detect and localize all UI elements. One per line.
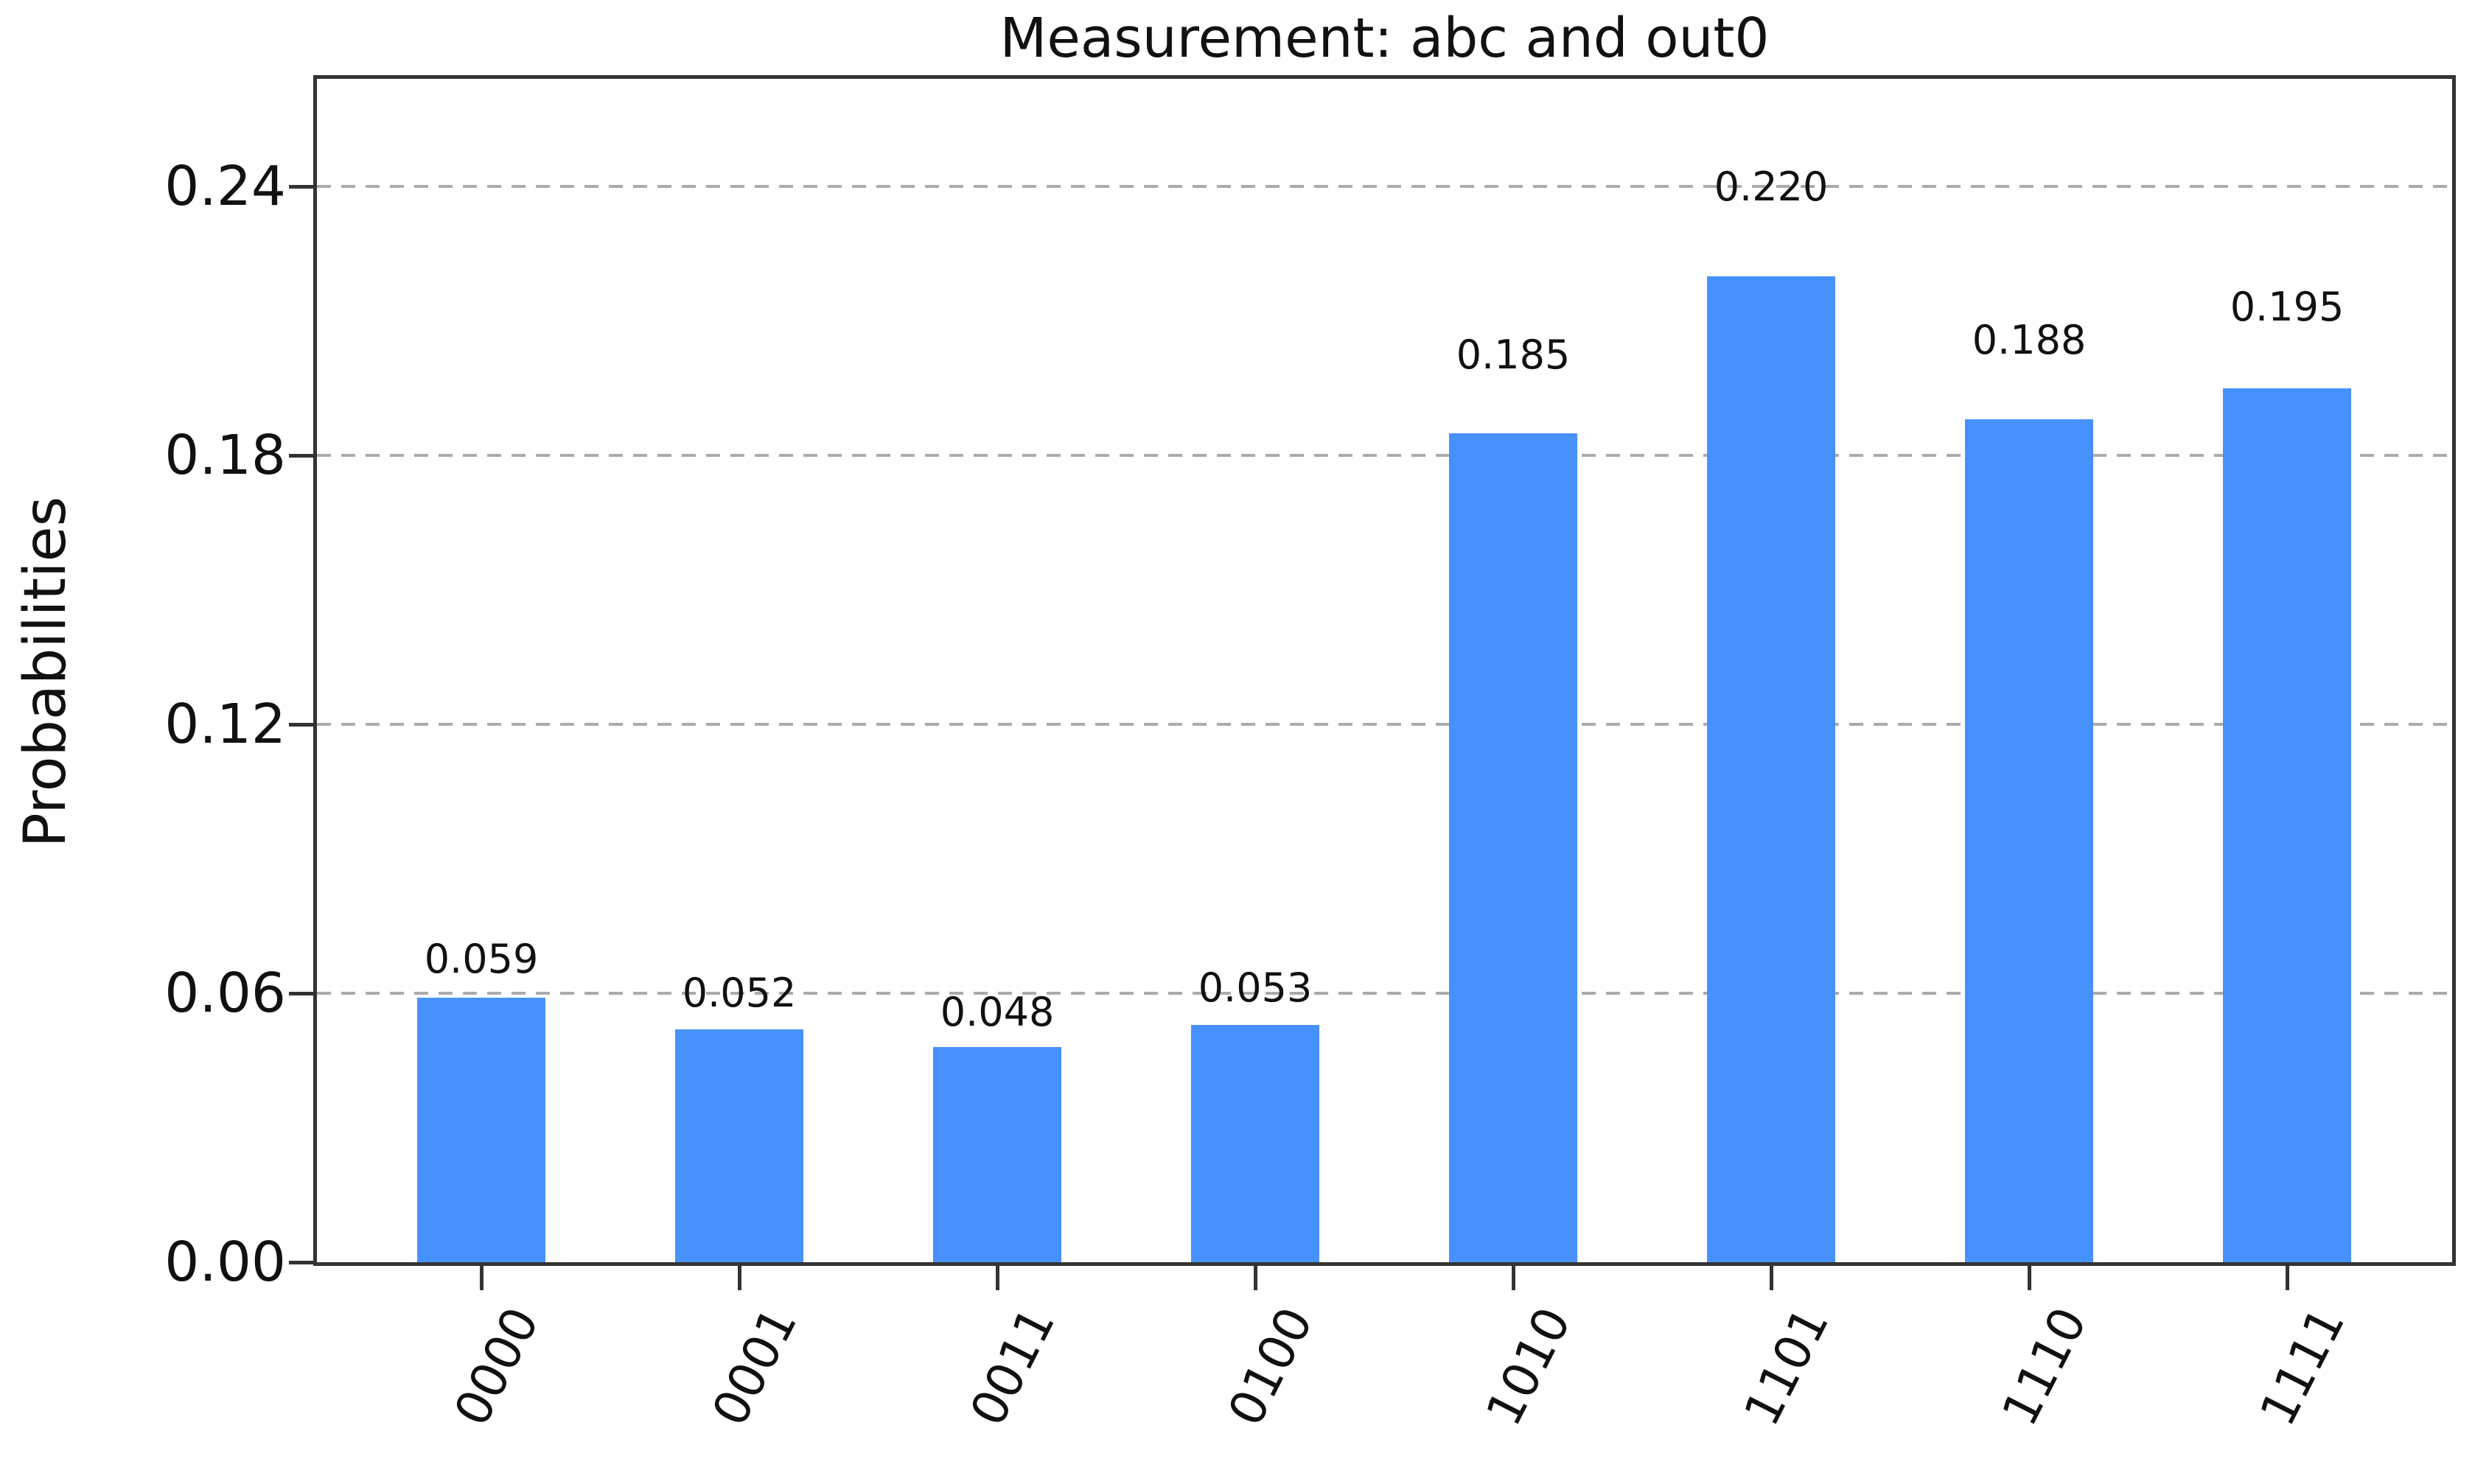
- bar-value-label-0011: 0.048: [940, 988, 1055, 1035]
- bar-value-label-1111: 0.195: [2230, 283, 2345, 330]
- x-tick-label-1111: 1111: [2249, 1298, 2356, 1435]
- gridline-0.24: [317, 185, 2452, 188]
- gridline-0.06: [317, 992, 2452, 995]
- y-tick-mark: [289, 454, 317, 458]
- bar-value-label-0100: 0.053: [1198, 965, 1313, 1012]
- y-tick-label-0.24: 0.24: [164, 155, 286, 218]
- x-tick-mark: [2028, 1262, 2031, 1290]
- bar-0011: [933, 1047, 1061, 1262]
- x-tick-mark: [738, 1262, 741, 1290]
- bar-value-label-1101: 0.220: [1714, 163, 1829, 210]
- bar-1111: [2223, 388, 2351, 1262]
- x-tick-label-0100: 0100: [1217, 1298, 1324, 1435]
- x-tick-mark: [2286, 1262, 2289, 1290]
- y-axis-label: Probabilities: [13, 496, 79, 848]
- bar-value-label-0001: 0.052: [682, 969, 797, 1016]
- y-tick-label-0.00: 0.00: [164, 1231, 286, 1294]
- x-tick-label-1110: 1110: [1991, 1298, 2098, 1435]
- plot-area: 0.059 0.052 0.048 0.053 0.185 0.220 0.188 0.195: [313, 75, 2456, 1266]
- chart-title: Measurement: abc and out0: [999, 7, 1770, 70]
- bar-1010: [1449, 433, 1577, 1262]
- x-tick-label-0000: 0000: [443, 1298, 551, 1435]
- y-tick-mark: [289, 992, 317, 995]
- x-tick-mark: [480, 1262, 484, 1290]
- bar-0000: [417, 998, 545, 1262]
- bar-value-label-1110: 0.188: [1972, 317, 2087, 364]
- gridline-0.18: [317, 454, 2452, 457]
- x-tick-label-0011: 0011: [959, 1298, 1067, 1435]
- bar-0001: [675, 1029, 803, 1262]
- y-tick-label-0.12: 0.12: [164, 693, 286, 756]
- x-tick-mark: [1254, 1262, 1257, 1290]
- y-tick-mark: [289, 1261, 317, 1264]
- y-tick-mark: [289, 723, 317, 727]
- x-tick-label-1010: 1010: [1475, 1298, 1582, 1435]
- gridline-0.12: [317, 723, 2452, 726]
- x-tick-label-0001: 0001: [701, 1298, 809, 1435]
- x-tick-mark: [1512, 1262, 1515, 1290]
- bar-value-label-1010: 0.185: [1456, 331, 1571, 378]
- y-tick-mark: [289, 185, 317, 189]
- x-tick-mark: [1770, 1262, 1773, 1290]
- bar-value-label-0000: 0.059: [424, 935, 539, 982]
- bar-0100: [1191, 1024, 1319, 1262]
- x-tick-label-1101: 1101: [1733, 1298, 1840, 1435]
- y-tick-label-0.06: 0.06: [164, 962, 286, 1025]
- y-tick-label-0.18: 0.18: [164, 424, 286, 487]
- x-tick-mark: [996, 1262, 999, 1290]
- bar-1110: [1965, 419, 2093, 1262]
- bar-1101: [1707, 276, 1835, 1262]
